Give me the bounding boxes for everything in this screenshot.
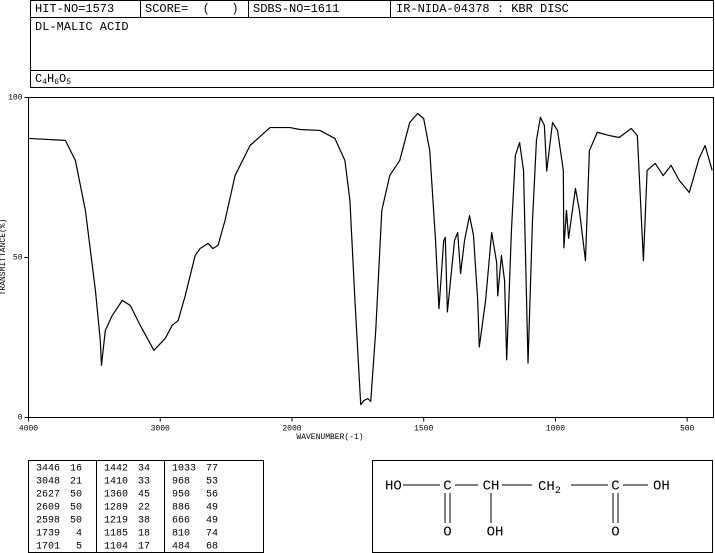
formula-part: 5	[66, 78, 71, 87]
formula-part: 4	[42, 78, 47, 87]
peak-wavenumber: 2627	[36, 490, 60, 501]
y-axis-label: TRANSMITTANCE(%)	[0, 219, 8, 296]
peak-wavenumber: 1185	[104, 529, 128, 540]
hit-no: HIT-NO=1573	[35, 2, 114, 16]
peak-wavenumber: 1739	[36, 529, 60, 540]
atom: CH	[483, 479, 500, 495]
y-tick-label: 100	[8, 94, 23, 103]
peak-wavenumber: 3446	[36, 464, 60, 475]
atom: C	[443, 479, 451, 495]
x-tick-label: 3000	[151, 425, 170, 434]
atom-part: 2	[555, 486, 561, 497]
peak-wavenumber: 1219	[104, 516, 128, 527]
formula-part: C	[35, 72, 42, 86]
peak-wavenumber: 1360	[104, 490, 128, 501]
peak-wavenumber: 968	[172, 477, 190, 488]
peak-transmittance: 38	[138, 516, 150, 527]
peak-transmittance: 50	[70, 516, 82, 527]
peak-wavenumber: 1104	[104, 542, 128, 553]
structure-frame	[372, 460, 713, 553]
peak-transmittance: 56	[206, 490, 218, 501]
plot-frame	[28, 97, 714, 418]
atom: CH2	[538, 479, 561, 497]
method: IR-NIDA-04378 : KBR DISC	[396, 2, 569, 16]
peak-transmittance: 45	[138, 490, 150, 501]
peak-transmittance: 34	[138, 464, 150, 475]
peak-wavenumber: 2598	[36, 516, 60, 527]
x-tick-label: 500	[680, 425, 695, 434]
peak-transmittance: 50	[70, 490, 82, 501]
peak-transmittance: 5	[76, 542, 82, 553]
peak-wavenumber: 484	[172, 542, 190, 553]
compound-name: DL-MALIC ACID	[35, 20, 129, 34]
x-tick-label: 4000	[19, 425, 38, 434]
spectrum-line	[28, 112, 713, 406]
atom: OH	[653, 479, 670, 495]
peak-transmittance: 49	[206, 503, 218, 514]
peak-transmittance: 16	[70, 464, 82, 475]
plot: WAVENUMBER(-1) TRANSMITTANCE(%) 4000 3000…	[0, 94, 714, 442]
peak-wavenumber: 1410	[104, 477, 128, 488]
x-tick-label: 2000	[282, 425, 301, 434]
peak-wavenumber: 2609	[36, 503, 60, 514]
atom-part: CH	[538, 479, 555, 495]
formula-part: H	[47, 72, 54, 86]
y-tick-label: 50	[13, 254, 23, 263]
peak-transmittance: 50	[70, 503, 82, 514]
peak-transmittance: 17	[138, 542, 150, 553]
peak-wavenumber: 3048	[36, 477, 60, 488]
peak-wavenumber: 1289	[104, 503, 128, 514]
peak-transmittance: 22	[138, 503, 150, 514]
peak-wavenumber: 1033	[172, 464, 196, 475]
peak-wavenumber: 666	[172, 516, 190, 527]
peak-wavenumber: 1701	[36, 542, 60, 553]
peak-transmittance: 68	[206, 542, 218, 553]
peak-wavenumber: 810	[172, 529, 190, 540]
peak-transmittance: 21	[70, 477, 82, 488]
formula-part: O	[59, 72, 66, 86]
score: SCORE= ( )	[145, 2, 239, 16]
atom: O	[611, 525, 619, 541]
atoms: HO C CH CH2 C OH O OH O	[385, 479, 670, 541]
y-tick-label: 0	[18, 414, 23, 423]
peak-wavenumber: 886	[172, 503, 190, 514]
peak-transmittance: 74	[206, 529, 218, 540]
atom: C	[611, 479, 619, 495]
peak-wavenumber: 1442	[104, 464, 128, 475]
peak-transmittance: 33	[138, 477, 150, 488]
x-tick-label: 1500	[414, 425, 433, 434]
header: HIT-NO=1573 SCORE= ( ) SDBS-NO=1611 IR-N…	[30, 0, 714, 88]
formula-part: 6	[54, 78, 59, 87]
structure: HO C CH CH2 C OH O OH O	[372, 460, 713, 553]
atom: OH	[487, 525, 504, 541]
peak-transmittance: 18	[138, 529, 150, 540]
header-frame	[30, 0, 714, 88]
sdbs-no: SDBS-NO=1611	[253, 2, 339, 16]
formula: C4H6O5	[35, 72, 71, 87]
peak-transmittance: 4	[76, 529, 82, 540]
atom: HO	[385, 479, 402, 495]
x-tick-label: 1000	[546, 425, 565, 434]
atom: O	[443, 525, 451, 541]
peak-table: 3446 16 3048 21 2627 50 2609 50 2598 50 1739 4 1701 5…	[28, 460, 264, 553]
peak-wavenumber: 950	[172, 490, 190, 501]
peak-transmittance: 77	[206, 464, 218, 475]
peak-transmittance: 49	[206, 516, 218, 527]
peak-transmittance: 53	[206, 477, 218, 488]
bonds	[403, 484, 648, 523]
x-axis-label: WAVENUMBER(-1)	[296, 433, 363, 442]
